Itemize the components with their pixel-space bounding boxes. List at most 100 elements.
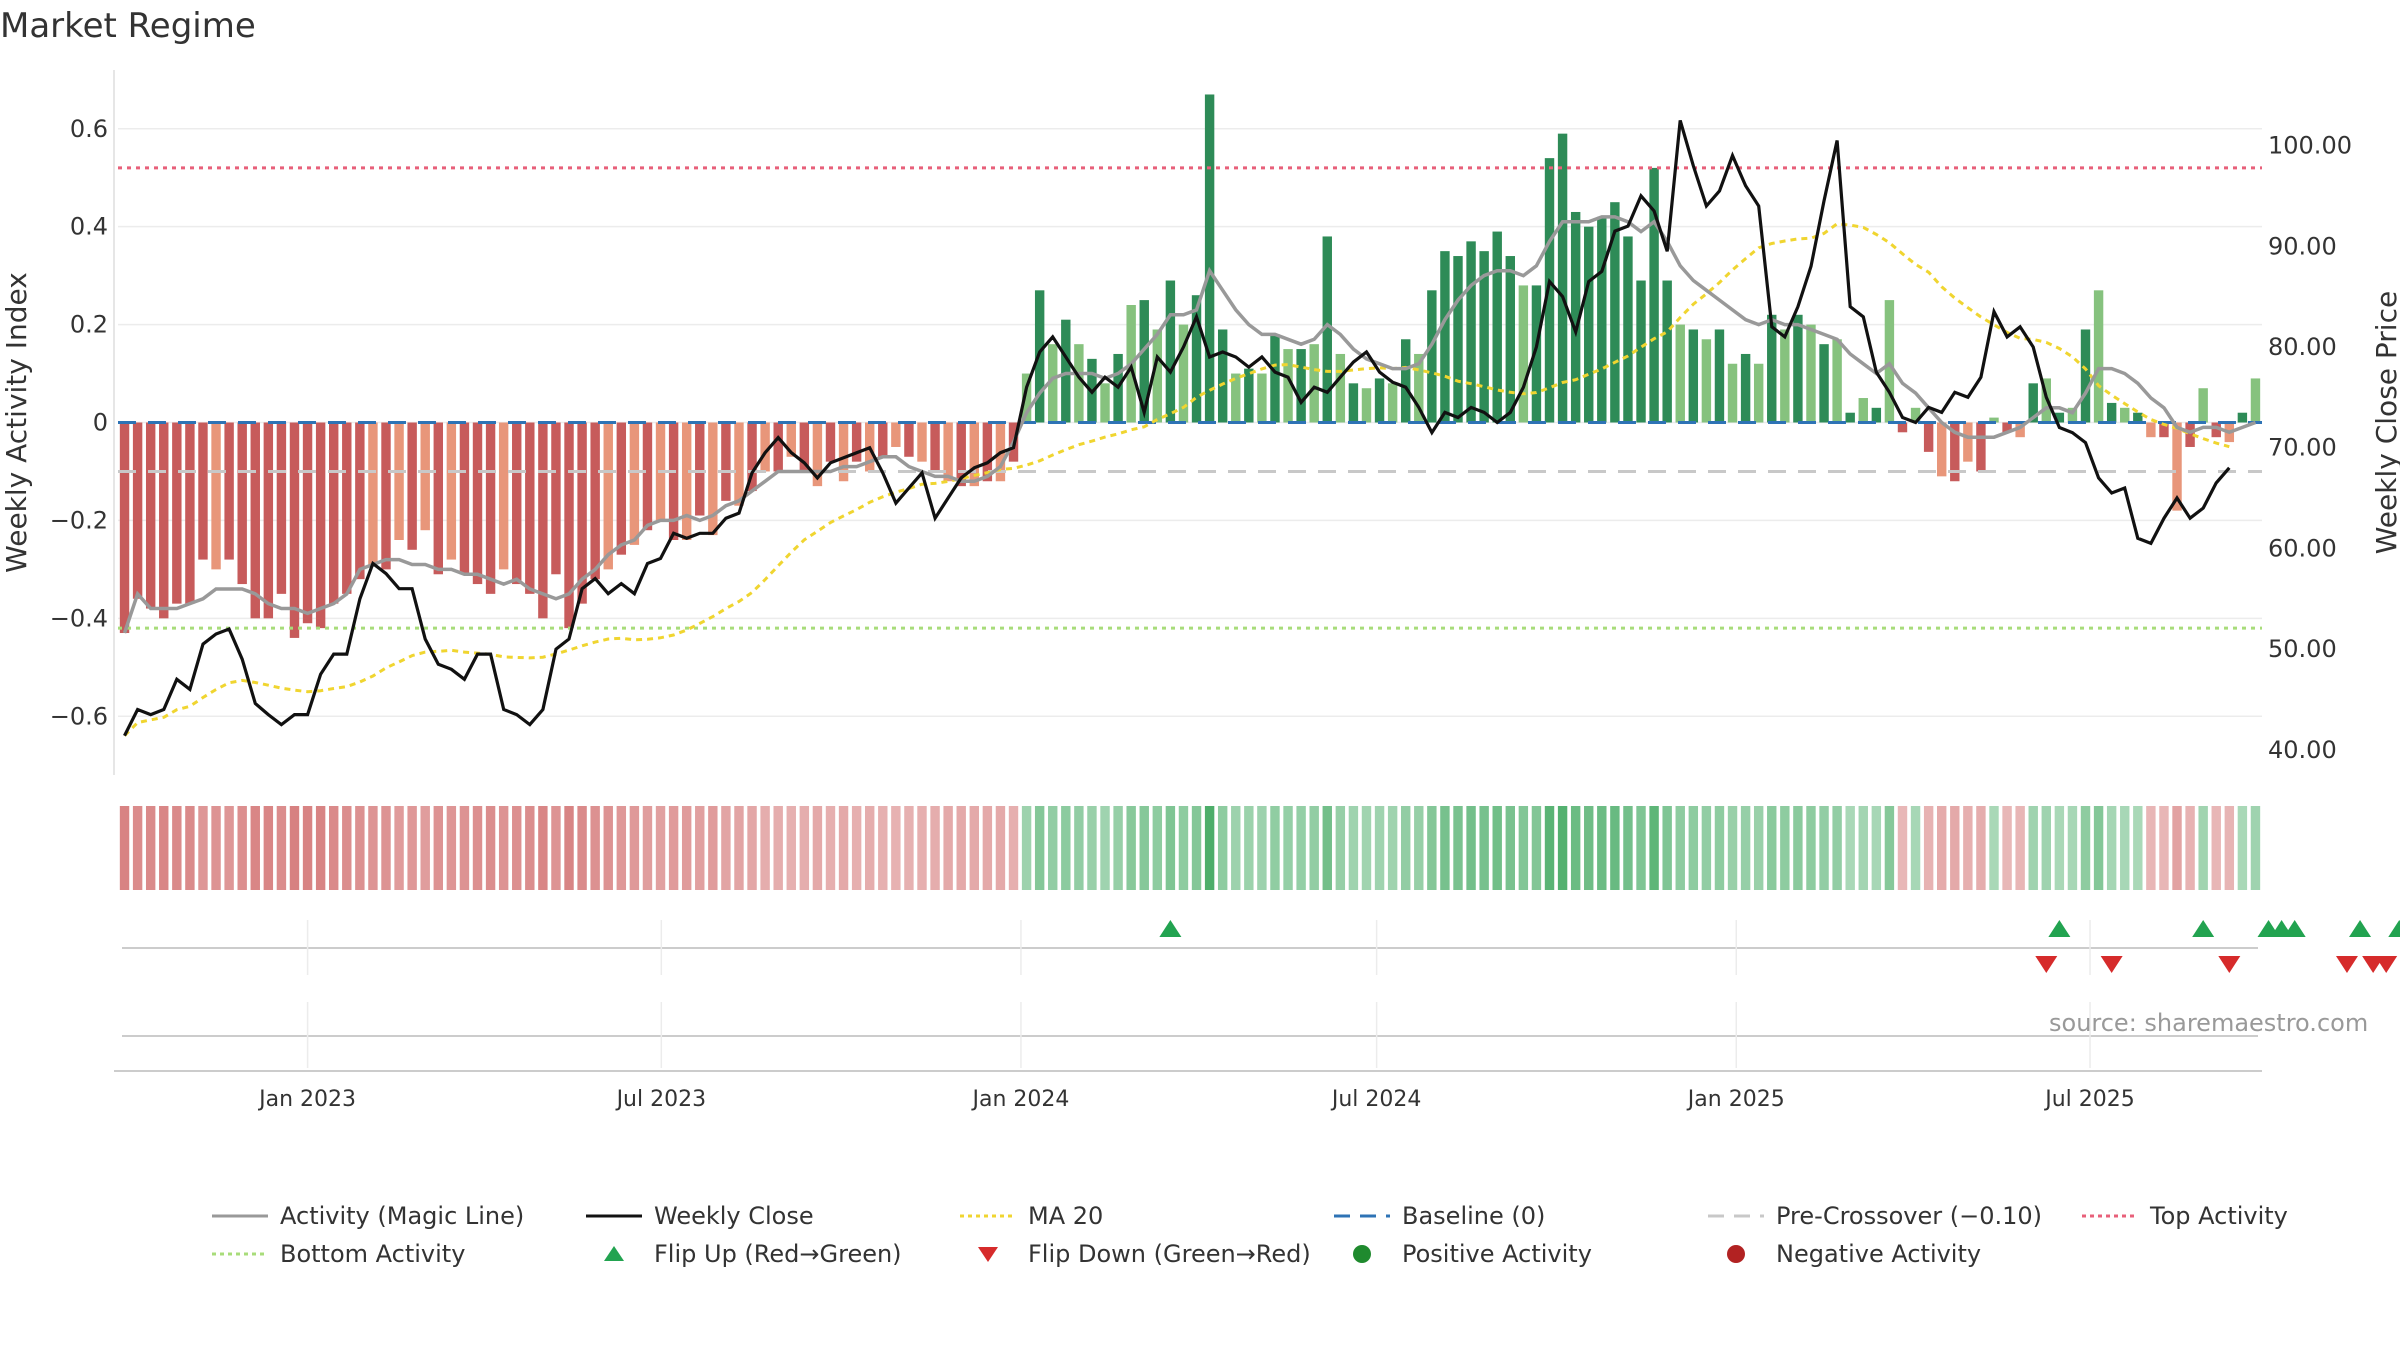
regime-strip-cell xyxy=(459,806,470,890)
activity-bar-positive xyxy=(1675,324,1685,423)
activity-bar-positive xyxy=(1335,353,1346,423)
activity-bar-negative xyxy=(2159,422,2169,438)
regime-strip-cell xyxy=(1139,806,1149,890)
regime-strip-cell xyxy=(2224,806,2235,890)
y-tick-label: 0.6 xyxy=(70,115,108,143)
activity-bar-negative xyxy=(1963,422,1973,462)
regime-strip-cell xyxy=(1479,806,1489,890)
activity-bar-negative xyxy=(1897,422,1908,433)
activity-bar-positive xyxy=(1832,339,1842,423)
regime-strip-cell xyxy=(1923,806,1934,890)
activity-bar-negative xyxy=(185,422,195,604)
regime-strip-cell xyxy=(799,806,810,890)
legend-item: Positive Activity xyxy=(1332,1235,1706,1273)
activity-bar-negative xyxy=(407,422,417,550)
regime-strip-cell xyxy=(185,806,195,890)
flip-down-marker xyxy=(2035,956,2058,973)
y2-tick-label: 40.00 xyxy=(2268,736,2337,764)
y2-tick-label: 70.00 xyxy=(2268,434,2337,462)
regime-strip-cell xyxy=(1950,806,1960,890)
legend-key-icon xyxy=(1706,1244,1766,1264)
activity-bar-negative xyxy=(603,422,613,570)
x-tick-label: Jan 2024 xyxy=(970,1087,1069,1112)
activity-bar-negative xyxy=(629,422,640,545)
regime-strip-cell xyxy=(1989,806,1999,890)
activity-bar-positive xyxy=(1727,363,1738,423)
flip-down-marker xyxy=(2218,956,2241,973)
legend-item: Activity (Magic Line) xyxy=(210,1197,584,1235)
regime-strip-cell xyxy=(1793,806,1803,890)
regime-strip-cell xyxy=(1976,806,1986,890)
activity-bar-negative xyxy=(747,422,757,492)
regime-strip-cell xyxy=(1727,806,1738,890)
activity-bar-positive xyxy=(1361,388,1372,423)
regime-strip-cell xyxy=(747,806,757,890)
activity-bar-negative xyxy=(342,422,352,594)
y2-tick-label: 90.00 xyxy=(2268,232,2337,260)
regime-strip-cell xyxy=(472,806,483,890)
x-tick-label: Jan 2023 xyxy=(257,1087,356,1112)
legend-item: Weekly Close xyxy=(584,1197,958,1235)
legend-label: MA 20 xyxy=(1028,1202,1104,1230)
activity-bar-negative xyxy=(956,422,966,487)
activity-bar-positive xyxy=(2093,290,2104,423)
legend-key-icon xyxy=(958,1244,1018,1264)
activity-bar-negative xyxy=(982,422,993,482)
activity-bar-positive xyxy=(1557,133,1568,423)
flip-up-marker xyxy=(2048,920,2071,937)
activity-bar-positive xyxy=(1414,353,1424,423)
x-tick-label: Jan 2025 xyxy=(1686,1087,1785,1112)
activity-bar-positive xyxy=(2120,407,2130,423)
regime-strip-cell xyxy=(1897,806,1908,890)
legend-item: MA 20 xyxy=(958,1197,1332,1235)
legend-key-icon xyxy=(1706,1206,1766,1226)
regime-strip-cell xyxy=(1584,806,1594,890)
y2-tick-label: 100.00 xyxy=(2268,132,2352,160)
regime-strip-cell xyxy=(969,806,979,890)
activity-bar-negative xyxy=(878,422,888,457)
y-tick-label: 0 xyxy=(93,409,108,437)
activity-bar-negative xyxy=(590,422,600,580)
legend-label: Bottom Activity xyxy=(280,1240,466,1268)
legend-label: Activity (Magic Line) xyxy=(280,1202,525,1230)
activity-bar-positive xyxy=(2054,412,2065,423)
activity-bar-positive xyxy=(1597,216,1607,423)
regime-strip-cell xyxy=(1819,806,1829,890)
activity-bar-negative xyxy=(825,422,836,462)
activity-bar-negative xyxy=(1950,422,1960,482)
activity-bar-positive xyxy=(2133,412,2143,423)
activity-bar-positive xyxy=(1701,339,1712,423)
regime-strip-cell xyxy=(1597,806,1607,890)
activity-bar-negative xyxy=(2002,422,2012,433)
regime-strip-cell xyxy=(224,806,234,890)
regime-strip-cell xyxy=(1753,806,1764,890)
regime-strip-cell xyxy=(1401,806,1411,890)
legend-key-icon xyxy=(210,1206,270,1226)
activity-bar-positive xyxy=(1466,241,1476,423)
regime-strip-cell xyxy=(2159,806,2169,890)
activity-bar-negative xyxy=(695,422,705,516)
activity-bar-positive xyxy=(1649,167,1659,423)
activity-bar-positive xyxy=(1100,383,1110,423)
regime-strip-cell xyxy=(1178,806,1189,890)
activity-bar-positive xyxy=(1322,236,1332,423)
regime-strip-cell xyxy=(851,806,862,890)
regime-strip-cell xyxy=(2080,806,2091,890)
regime-strip-cell xyxy=(420,806,430,890)
regime-strip-cell xyxy=(1283,806,1293,890)
activity-bar-positive xyxy=(1518,285,1529,423)
activity-bar-negative xyxy=(760,422,770,472)
x-tick-label: Jul 2023 xyxy=(615,1087,707,1112)
activity-bar-negative xyxy=(276,422,287,594)
regime-strip-cell xyxy=(2133,806,2143,890)
activity-bar-negative xyxy=(917,422,927,462)
activity-bar-positive xyxy=(2067,407,2078,423)
activity-bar-positive xyxy=(1845,412,1855,423)
activity-bar-positive xyxy=(1479,251,1489,423)
activity-bar-negative xyxy=(642,422,653,531)
regime-strip-cell xyxy=(1296,806,1306,890)
regime-strip-cell xyxy=(930,806,940,890)
regime-strip-cell xyxy=(1374,806,1385,890)
regime-strip-cell xyxy=(1309,806,1319,890)
y-tick-label: −0.2 xyxy=(50,506,108,534)
